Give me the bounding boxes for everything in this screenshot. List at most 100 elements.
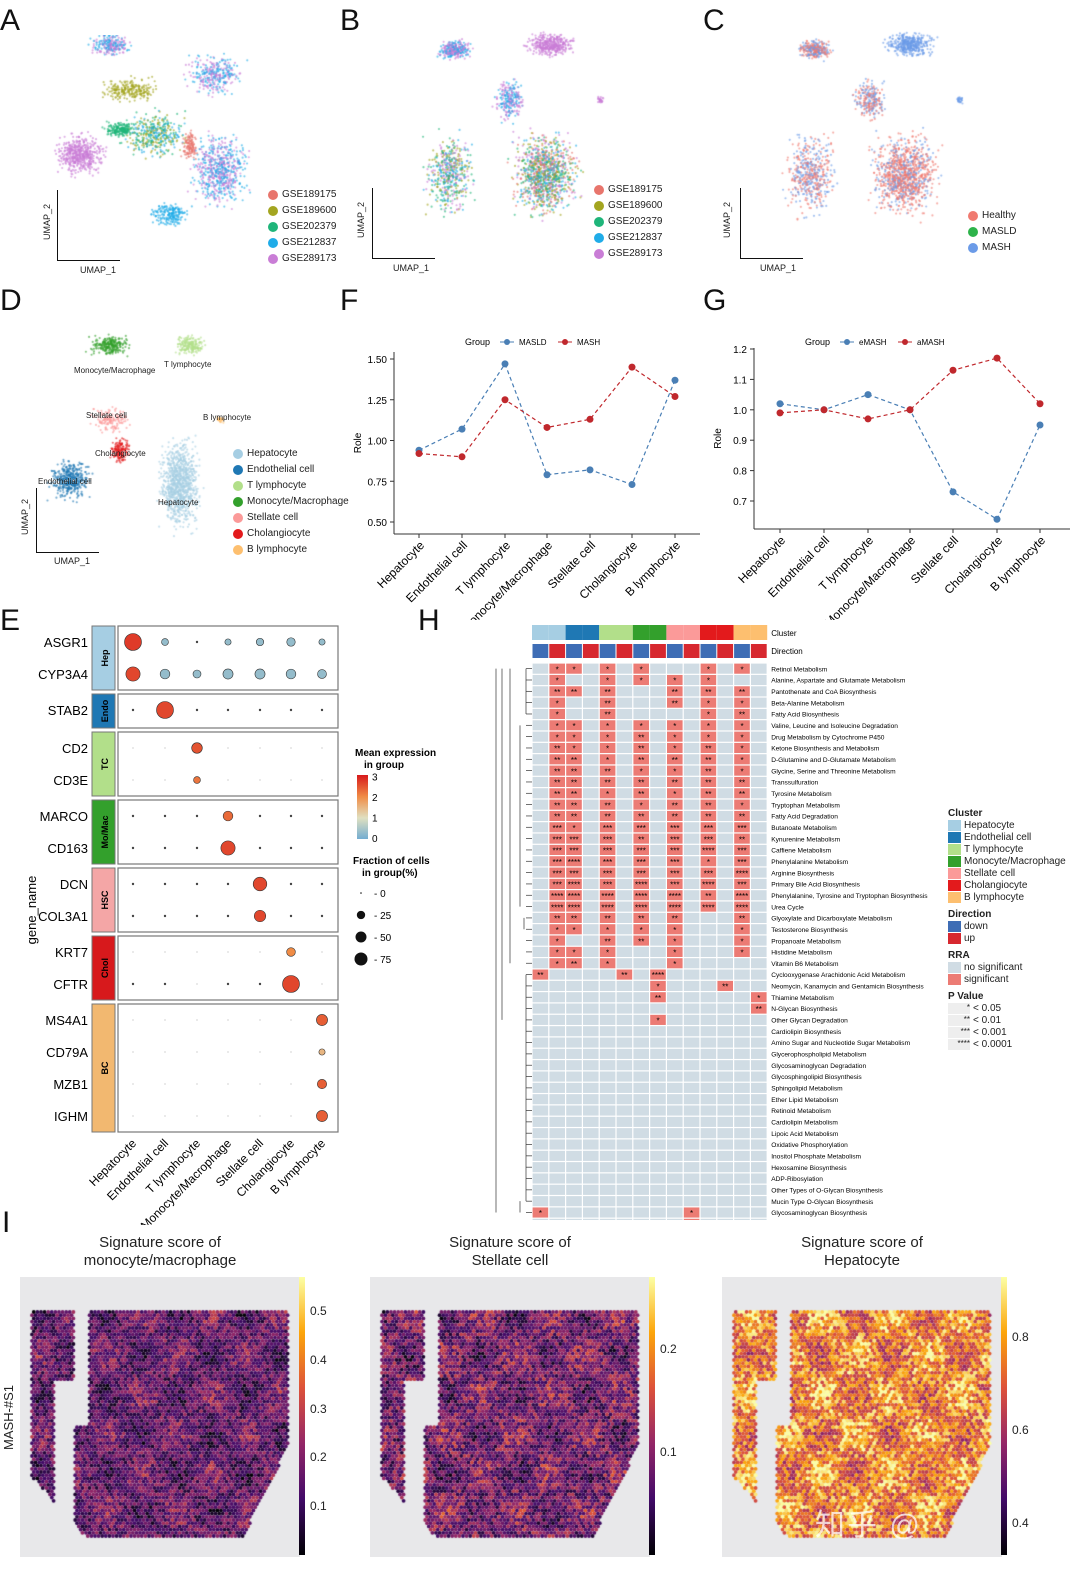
legend-label: GSE189175: [608, 184, 663, 195]
heatmap-cell: [700, 1037, 717, 1048]
heatmap-cell: [616, 878, 633, 889]
significance-stars: *: [556, 677, 559, 686]
heatmap-cell: [734, 731, 750, 742]
heatmap-cell: [650, 1060, 666, 1071]
heatmap-cell: [650, 1071, 666, 1082]
heatmap-cell: [667, 1184, 683, 1195]
heatmap-cell: [734, 720, 750, 731]
heatmap-cell: [650, 980, 666, 991]
significance-stars: *: [707, 858, 710, 867]
pathway-label: Kynurenine Metabolism: [771, 836, 840, 843]
heatmap-cell: [566, 912, 582, 923]
heatmap-cell: [549, 674, 565, 686]
heatmap-cell: [566, 776, 582, 788]
dot: [290, 1083, 292, 1085]
dot: [132, 1019, 134, 1021]
annotation-label: Cluster: [771, 629, 797, 638]
heatmap-cell: [667, 708, 683, 720]
heatmap-cell: [616, 1060, 633, 1071]
heatmap-cell: [667, 856, 683, 867]
cluster-annotation-cell: [666, 625, 684, 640]
dot: [132, 747, 134, 749]
heatmap-cell: [667, 1139, 683, 1150]
heatmap-cell: [583, 686, 599, 697]
pathway-label: Sphingolipid Metabolism: [771, 1086, 843, 1093]
legend-dataset-a: GSE189175 GSE189600 GSE202379 GSE212837 GSE2…: [268, 188, 337, 265]
heatmap-cell: [734, 810, 750, 822]
heatmap-cell: [667, 1048, 683, 1059]
legend-label: down: [964, 920, 988, 932]
significance-stars: **: [672, 801, 678, 810]
umap-y-label-d: UMAP_2: [20, 498, 30, 535]
heatmap-cell: [650, 1014, 666, 1025]
heatmap-cell: [734, 958, 750, 969]
heatmap-cell: [549, 856, 565, 867]
heatmap-cell: [633, 958, 649, 969]
data-point-MASH: [415, 450, 423, 458]
cluster-annotation-cell: [716, 625, 734, 640]
significance-stars: *: [740, 745, 743, 754]
significance-stars: **: [638, 745, 644, 754]
heatmap-cell: [734, 946, 750, 957]
heatmap-cell: [717, 969, 733, 980]
umap-x-label-a: UMAP_1: [80, 265, 117, 275]
heatmap-cell: [700, 1150, 717, 1161]
significance-stars: **: [705, 767, 711, 776]
legend-item: GSE212837: [268, 236, 337, 249]
heatmap-cell: [683, 776, 700, 788]
significance-stars: *: [757, 994, 760, 1003]
dot: [131, 882, 135, 886]
legend-item: GSE202379: [268, 220, 337, 233]
dot: [290, 747, 292, 749]
dot: [259, 1083, 261, 1085]
heatmap-cell: [683, 833, 700, 844]
heatmap-cell: [566, 969, 582, 980]
heatmap-cell: [683, 890, 700, 901]
significance-stars: *: [572, 665, 575, 674]
heatmap-cell: [650, 1026, 666, 1037]
size-tick-label: - 75: [374, 955, 392, 966]
heatmap-cell: [700, 1116, 717, 1127]
heatmap-cell: [566, 1060, 582, 1071]
heatmap-cell: [633, 844, 649, 856]
pathway-label: Glyoxylate and Dicarboxylate Metabolism: [771, 916, 892, 923]
heatmap-cell: [751, 1037, 767, 1048]
legend-item: GSE202379: [594, 215, 663, 228]
heatmap-cell: [683, 946, 700, 957]
heatmap-cell: [717, 1173, 733, 1184]
heatmap-cell: [583, 1082, 599, 1093]
heatmap-cell: [683, 912, 700, 923]
umap-axes-a: [57, 190, 120, 261]
colorbar-tick-label: 0.1: [310, 1499, 327, 1514]
heatmap-cell: [583, 1207, 599, 1218]
heatmap-cell: [549, 992, 565, 1003]
dot: [289, 914, 293, 918]
heatmap-cell: [717, 1082, 733, 1093]
dot: [131, 982, 135, 986]
heatmap-cell: [700, 1207, 717, 1218]
heatmap-cell: [734, 765, 750, 776]
heatmap-cell: [717, 844, 733, 856]
heatmap-cell: [683, 720, 700, 731]
heatmap-cell: [650, 776, 666, 788]
heatmap-cell: [549, 958, 565, 969]
heatmap-cell: [616, 969, 633, 980]
heatmap-cell: [717, 663, 733, 674]
significance-stars: ***: [553, 847, 562, 856]
colorbar-tick-label: 0.6: [1012, 1422, 1029, 1437]
heatmap-cell: [734, 890, 750, 901]
direction-annotation-cell: [616, 644, 633, 658]
heatmap-cell: [751, 686, 767, 697]
heatmap-cell: [734, 935, 750, 946]
heatmap-cell: [583, 969, 599, 980]
heatmap-cell: [616, 1003, 633, 1014]
pathway-label: Other Types of O-Glycan Biosynthesis: [771, 1188, 883, 1195]
pathway-label: Tyrosine Metabolism: [771, 791, 832, 798]
legend-item: GSE189175: [594, 183, 663, 196]
heatmap-cell: [599, 901, 616, 912]
series-line-MASH: [418, 366, 676, 458]
heatmap-cell: [667, 969, 683, 980]
heatmap-cell: [751, 1026, 767, 1037]
heatmap-cell: [566, 1048, 582, 1059]
dot: [196, 951, 198, 953]
